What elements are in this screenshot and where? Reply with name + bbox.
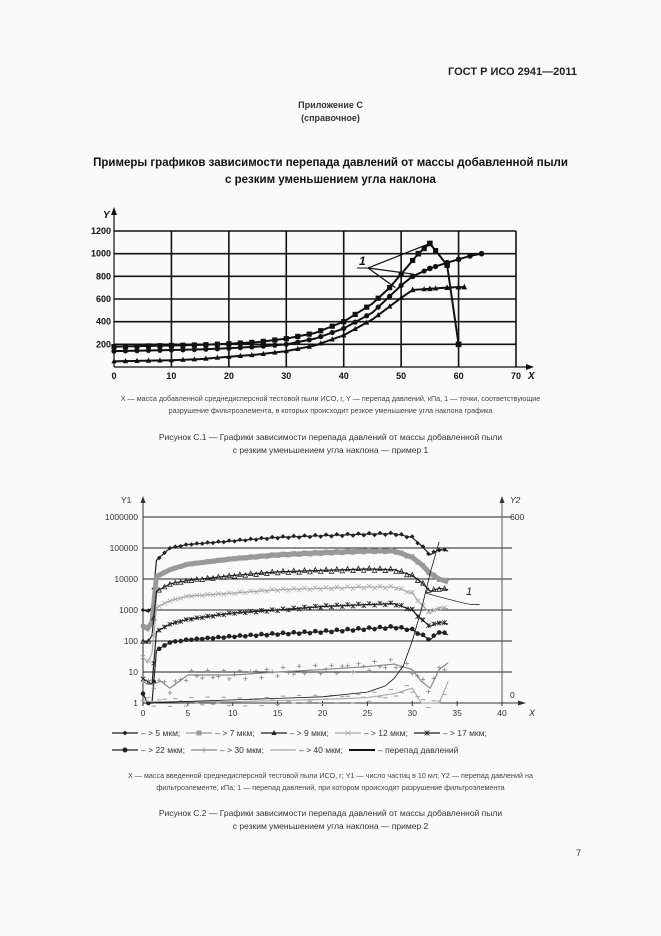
- svg-text:400: 400: [96, 317, 111, 327]
- page-number: 7: [576, 848, 582, 858]
- legend-item: – > 30 мкм;: [191, 742, 264, 758]
- figure2-caption-line1: Рисунок С.2 — Графики зависимости перепа…: [158, 808, 503, 818]
- line-marker-icon: [349, 749, 375, 751]
- svg-text:200: 200: [96, 339, 111, 349]
- svg-text:1200: 1200: [91, 226, 111, 236]
- svg-text:10000: 10000: [114, 574, 138, 584]
- legend-label: – перепад давлений: [378, 745, 459, 755]
- svg-text:0: 0: [141, 708, 146, 718]
- legend-label: – > 17 мкм;: [442, 728, 487, 738]
- legend-label: – > 9 мкм;: [289, 728, 329, 738]
- svg-text:100: 100: [124, 636, 138, 646]
- circle-marker-icon: [112, 747, 138, 753]
- svg-text:800: 800: [96, 271, 111, 281]
- legend-item: – > 5 мкм;: [112, 725, 180, 741]
- legend-item: – > 22 мкм;: [112, 742, 185, 758]
- svg-text:20: 20: [318, 708, 328, 718]
- svg-text:70: 70: [511, 371, 521, 381]
- svg-text:X: X: [527, 371, 536, 382]
- svg-text:5: 5: [186, 708, 191, 718]
- legend-item: – перепад давлений: [349, 742, 458, 758]
- svg-text:1: 1: [466, 586, 472, 598]
- main-title-line1: Примеры графиков зависимости перепада да…: [93, 157, 568, 169]
- figure1-caption-line2: с резким уменьшением угла наклона — прим…: [232, 445, 429, 455]
- svg-text:1000: 1000: [91, 249, 111, 259]
- svg-text:50: 50: [396, 371, 406, 381]
- appendix-title: Приложение С: [298, 100, 363, 110]
- svg-text:1: 1: [133, 698, 138, 708]
- svg-text:1000000: 1000000: [105, 512, 138, 522]
- svg-text:600: 600: [510, 512, 524, 522]
- svg-text:0: 0: [510, 690, 515, 700]
- star-marker-icon: [413, 730, 440, 736]
- svg-text:20: 20: [224, 371, 234, 381]
- svg-text:15: 15: [273, 708, 283, 718]
- legend-label: – > 22 мкм;: [141, 745, 185, 755]
- svg-text:30: 30: [408, 708, 418, 718]
- triangle-marker-icon: [260, 730, 287, 735]
- figure2-legend-line1: X — масса введенной среднедисперсной тес…: [128, 771, 533, 780]
- figure1-chart: 200 400 600 800 1000 1200 0 10 20 30 40 50 60 70 Y X 1: [91, 207, 536, 382]
- figure2-chart: 1 10 100 1000 10000 100000 1000000 Y1 Y2 600 0 0 5 10…: [105, 495, 536, 718]
- legend-item: – > 17 мкм;: [413, 725, 487, 741]
- svg-text:40: 40: [497, 708, 507, 718]
- x-marker-icon: [334, 730, 361, 736]
- svg-text:10: 10: [228, 708, 238, 718]
- figure1-legend-line2: разрушение фильтроэлемента, в которых пр…: [168, 406, 493, 415]
- svg-text:1000: 1000: [119, 605, 138, 615]
- legend-label: – > 5 мкм;: [141, 728, 181, 738]
- figure1-legend-line1: X — масса добавленной среднедисперсной т…: [120, 394, 541, 403]
- figure1-caption-line1: Рисунок С.1 — Графики зависимости перепа…: [158, 432, 503, 442]
- appendix-subtitle: (справочное): [301, 113, 360, 123]
- main-title-line2: с резким уменьшением угла наклона: [225, 174, 436, 186]
- legend-item: – > 7 мкм;: [186, 725, 255, 741]
- legend-label: – > 40 мкм;: [299, 745, 343, 755]
- figure2-legend: – > 5 мкм; – > 7 мкм; – > 9 мкм; – > 12 мкм…: [112, 725, 552, 759]
- legend-item: – > 40 мкм;: [270, 742, 343, 758]
- svg-text:Y: Y: [103, 210, 111, 221]
- square-marker-icon: [186, 730, 213, 736]
- svg-text:10: 10: [129, 667, 139, 677]
- legend-item: – > 12 мкм;: [334, 725, 408, 741]
- svg-text:X: X: [528, 708, 536, 718]
- dash-marker-icon: [270, 749, 296, 751]
- svg-text:0: 0: [111, 371, 116, 381]
- svg-text:25: 25: [363, 708, 373, 718]
- svg-text:10: 10: [166, 371, 176, 381]
- svg-text:35: 35: [452, 708, 462, 718]
- plus-marker-icon: [191, 747, 217, 753]
- legend-label: – > 7 мкм;: [215, 728, 255, 738]
- svg-text:1: 1: [359, 254, 366, 268]
- legend-item: – > 9 мкм;: [260, 725, 329, 741]
- svg-text:Y1: Y1: [121, 495, 132, 505]
- figure2-caption-line2: с резким уменьшением угла наклона — прим…: [232, 821, 429, 831]
- svg-text:30: 30: [281, 371, 291, 381]
- diamond-marker-icon: [112, 730, 138, 736]
- svg-text:60: 60: [454, 371, 464, 381]
- legend-label: – > 30 мкм;: [220, 745, 264, 755]
- svg-text:Y2: Y2: [510, 495, 521, 505]
- svg-text:100000: 100000: [110, 543, 139, 553]
- svg-text:40: 40: [339, 371, 349, 381]
- legend-label: – > 12 мкм;: [363, 728, 408, 738]
- document-code: ГОСТ Р ИСО 2941—2011: [448, 66, 578, 78]
- svg-text:600: 600: [96, 294, 111, 304]
- figure2-legend-line2: фильтроэлементе, кПа; 1 — перепад давлен…: [156, 783, 505, 792]
